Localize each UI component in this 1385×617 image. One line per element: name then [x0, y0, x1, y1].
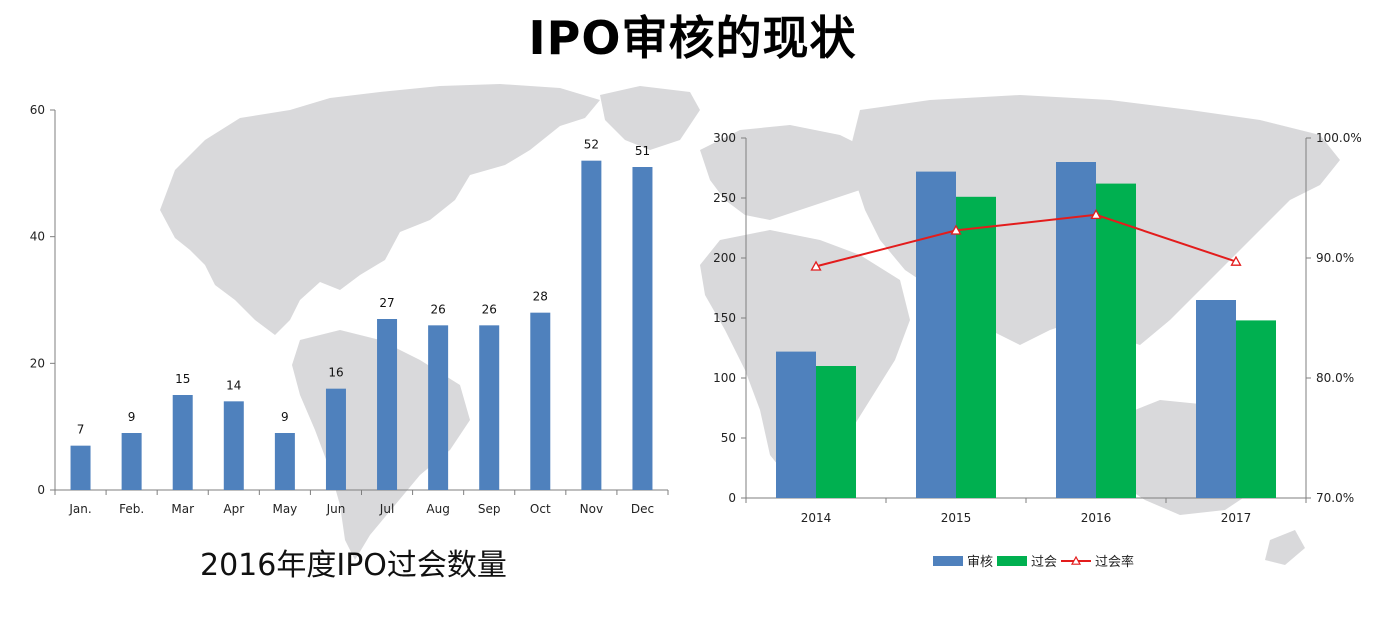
right-chart-right-tick-label: 90.0% — [1316, 251, 1354, 265]
right-chart-bar-pass — [956, 196, 996, 499]
right-chart-bar-review — [1196, 300, 1236, 498]
pass-rate-line — [815, 213, 1237, 268]
left-bar — [223, 401, 244, 490]
left-bar — [121, 433, 142, 490]
pass-rate-marker — [950, 224, 962, 235]
left-bar — [325, 388, 346, 490]
left-x-tick-label: Jul — [379, 502, 394, 516]
monthly-ipo-bar-chart: 0 20 40 60 7 Jan. 9 Feb. 15 Mar 14 Apr 9 May 16 Jun 27 Ju… — [30, 103, 669, 516]
left-y-tick-label: 0 — [37, 483, 45, 497]
left-bar-data-label: 51 — [635, 144, 650, 158]
left-bar-data-label: 9 — [281, 410, 289, 424]
right-chart-left-tick-label: 0 — [728, 491, 736, 505]
right-chart-x-tick-label: 2015 — [941, 511, 972, 525]
left-y-tick-label: 40 — [30, 230, 45, 244]
left-x-tick-label: Oct — [530, 502, 551, 516]
left-bar-data-label: 14 — [226, 378, 241, 392]
left-y-tick-label: 60 — [30, 103, 45, 117]
left-bar-data-label: 52 — [584, 138, 599, 152]
right-chart-bar-pass — [816, 366, 856, 498]
map-north-america — [160, 84, 600, 335]
left-bar-data-label: 16 — [328, 366, 343, 380]
left-bar-data-label: 26 — [482, 302, 497, 316]
left-x-tick-label: Nov — [580, 502, 603, 516]
right-chart-bar-pass — [1236, 320, 1276, 498]
right-chart-left-tick-label: 250 — [713, 191, 736, 205]
right-chart-left-tick-label: 50 — [721, 431, 736, 445]
left-bar-data-label: 7 — [77, 423, 85, 437]
right-chart-bar-review — [916, 171, 956, 498]
right-chart-left-tick-label: 100 — [713, 371, 736, 385]
left-bar — [632, 167, 653, 490]
left-x-tick-label: Aug — [426, 502, 449, 516]
legend-swatch — [933, 556, 963, 566]
pass-rate-marker — [810, 260, 822, 271]
right-chart-x-tick-label: 2016 — [1081, 511, 1112, 525]
left-bar-data-label: 15 — [175, 372, 190, 386]
right-chart-left-tick-label: 300 — [713, 131, 736, 145]
left-y-tick-label: 20 — [30, 356, 45, 370]
right-chart-x-tick-label: 2017 — [1221, 511, 1252, 525]
right-chart-left-tick-label: 150 — [713, 311, 736, 325]
right-chart-bar-review — [776, 351, 816, 498]
right-chart-right-tick-label: 70.0% — [1316, 491, 1354, 505]
left-chart-caption: 2016年度IPO过会数量 — [200, 548, 507, 583]
left-bar — [274, 433, 295, 490]
left-bar — [70, 445, 91, 490]
left-bar-data-label: 26 — [430, 302, 445, 316]
left-bar-data-label: 9 — [128, 410, 136, 424]
left-x-tick-label: Jun — [326, 502, 346, 516]
right-chart-left-tick-label: 200 — [713, 251, 736, 265]
right-chart-bar-pass — [1096, 183, 1136, 498]
right-chart-right-tick-label: 100.0% — [1316, 131, 1362, 145]
map-new-zealand — [1265, 530, 1305, 565]
annual-review-combo-chart: 0 50 100 150 200 250 300 70.0% 80.0% 90.0% 100.0% 2… — [713, 131, 1362, 570]
left-bar — [377, 319, 398, 490]
left-bar — [479, 325, 500, 490]
left-x-tick-label: Dec — [631, 502, 654, 516]
world-map-background — [160, 84, 1340, 565]
left-x-tick-label: Feb. — [119, 502, 144, 516]
left-x-tick-label: Jan. — [68, 502, 91, 516]
pass-rate-marker — [1230, 255, 1242, 266]
map-greenland — [600, 86, 700, 150]
legend-label: 过会 — [1031, 555, 1057, 570]
left-x-tick-label: May — [272, 502, 297, 516]
left-bar-data-label: 28 — [533, 290, 548, 304]
page-title: IPO审核的现状 — [528, 11, 857, 65]
right-chart-right-tick-label: 80.0% — [1316, 371, 1354, 385]
right-chart-bar-review — [1056, 162, 1096, 498]
legend-label: 审核 — [967, 555, 993, 570]
legend-marker — [1070, 555, 1082, 565]
left-bar — [172, 395, 193, 490]
left-bar-data-label: 27 — [379, 296, 394, 310]
left-bar — [428, 325, 449, 490]
left-x-tick-label: Apr — [223, 502, 244, 516]
right-chart-x-tick-label: 2014 — [801, 511, 832, 525]
legend-label: 过会率 — [1095, 554, 1134, 570]
left-bar — [581, 160, 602, 490]
left-x-tick-label: Sep — [478, 502, 501, 516]
left-bar — [530, 312, 551, 490]
map-europe — [700, 125, 880, 220]
legend-swatch — [997, 556, 1027, 566]
pass-rate-marker — [1090, 208, 1102, 220]
right-chart-legend: 审核 过会 过会率 — [933, 554, 1134, 570]
left-x-tick-label: Mar — [171, 502, 194, 516]
